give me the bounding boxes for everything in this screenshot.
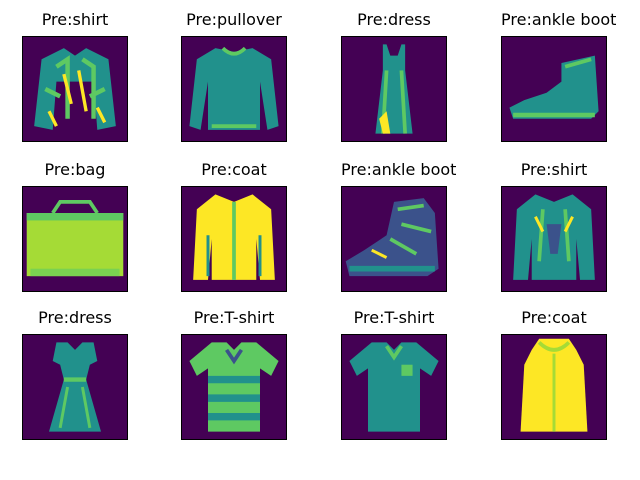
panel-image	[341, 186, 447, 292]
panel-image	[341, 334, 447, 440]
panel-image	[181, 186, 287, 292]
panel-image	[501, 334, 607, 440]
panel-title: Pre:shirt	[41, 10, 109, 29]
coat-icon	[502, 335, 606, 439]
panel-title: Pre:coat	[521, 308, 587, 327]
panel-image	[501, 186, 607, 292]
panel-title: Pre:dress	[357, 10, 431, 29]
ankle-boot-icon	[502, 37, 606, 141]
panel-title: Pre:coat	[201, 160, 267, 179]
panel-10: Pre:T-shirt	[181, 308, 287, 440]
tshirt-icon	[182, 335, 286, 439]
panel-11: Pre:T-shirt	[341, 308, 447, 440]
panel-9: Pre:dress	[22, 308, 128, 440]
panel-5: Pre:bag	[22, 160, 128, 292]
panel-3: Pre:dress	[341, 10, 447, 142]
panel-title: Pre:bag	[44, 160, 106, 179]
dress-icon	[342, 37, 446, 141]
pullover-icon	[182, 37, 286, 141]
panel-4: Pre:ankle boot	[501, 10, 616, 142]
panel-image	[341, 36, 447, 142]
panel-6: Pre:coat	[181, 160, 287, 292]
panel-1: Pre:shirt	[22, 10, 128, 142]
panel-8: Pre:shirt	[501, 160, 607, 292]
panel-title: Pre:ankle boot	[501, 10, 617, 29]
shirt-icon	[23, 37, 127, 141]
panel-image	[501, 36, 607, 142]
panel-image	[22, 334, 128, 440]
panel-image	[22, 36, 128, 142]
panel-12: Pre:coat	[501, 308, 607, 440]
panel-7: Pre:ankle boot	[341, 160, 456, 292]
bag-icon	[23, 187, 127, 291]
panel-title: Pre:T-shirt	[193, 308, 275, 327]
tshirt-icon	[342, 335, 446, 439]
dress-icon	[23, 335, 127, 439]
panel-title: Pre:T-shirt	[353, 308, 435, 327]
coat-icon	[182, 187, 286, 291]
shirt-icon	[502, 187, 606, 291]
panel-title: Pre:shirt	[520, 160, 588, 179]
panel-image	[181, 36, 287, 142]
panel-title: Pre:ankle boot	[341, 160, 457, 179]
panel-title: Pre:dress	[38, 308, 112, 327]
panel-2: Pre:pullover	[181, 10, 287, 142]
ankle-boot-icon	[342, 187, 446, 291]
panel-image	[22, 186, 128, 292]
panel-image	[181, 334, 287, 440]
panel-title: Pre:pullover	[186, 10, 282, 29]
